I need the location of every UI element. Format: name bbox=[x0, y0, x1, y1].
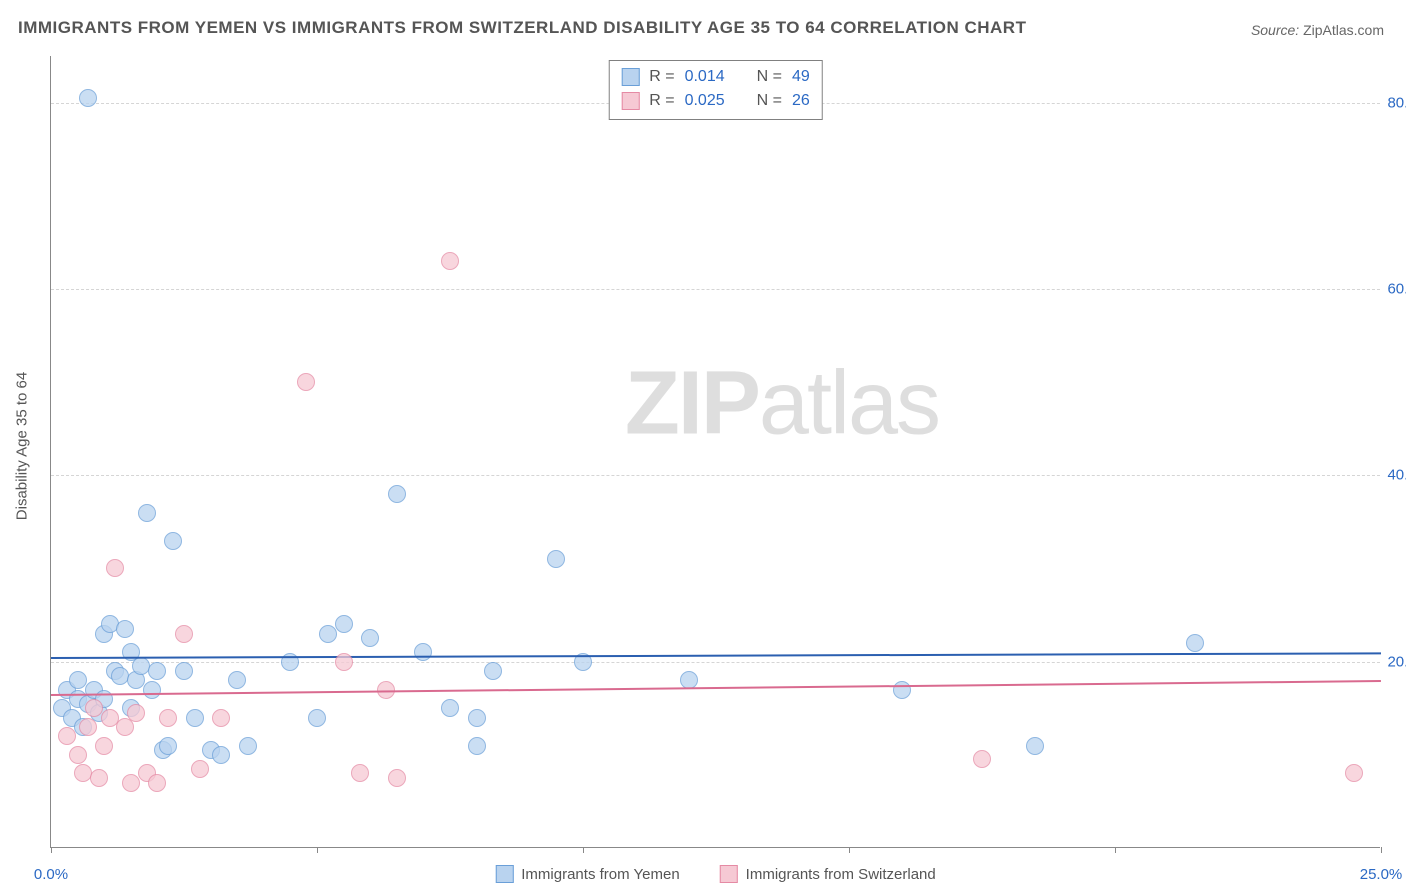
data-point bbox=[468, 709, 486, 727]
r-value: 0.014 bbox=[685, 65, 725, 89]
data-point bbox=[547, 550, 565, 568]
legend-stat-row: R = 0.014 N = 49 bbox=[621, 65, 810, 89]
grid-line bbox=[51, 475, 1380, 476]
n-value: 49 bbox=[792, 65, 810, 89]
data-point bbox=[388, 485, 406, 503]
r-label: R = bbox=[649, 89, 674, 113]
legend-item: Immigrants from Switzerland bbox=[720, 865, 936, 883]
source-attribution: Source: ZipAtlas.com bbox=[1251, 22, 1384, 38]
data-point bbox=[159, 709, 177, 727]
data-point bbox=[319, 625, 337, 643]
legend-swatch bbox=[720, 865, 738, 883]
trend-line bbox=[51, 652, 1381, 659]
data-point bbox=[1186, 634, 1204, 652]
y-axis-title: Disability Age 35 to 64 bbox=[14, 372, 31, 520]
data-point bbox=[1026, 737, 1044, 755]
legend-swatch bbox=[621, 68, 639, 86]
data-point bbox=[175, 625, 193, 643]
chart-title: IMMIGRANTS FROM YEMEN VS IMMIGRANTS FROM… bbox=[18, 18, 1026, 38]
x-tick bbox=[1115, 847, 1116, 853]
legend-swatch bbox=[495, 865, 513, 883]
data-point bbox=[191, 760, 209, 778]
x-tick bbox=[317, 847, 318, 853]
data-point bbox=[484, 662, 502, 680]
data-point bbox=[116, 620, 134, 638]
data-point bbox=[95, 737, 113, 755]
legend-stats: R = 0.014 N = 49 R = 0.025 N = 26 bbox=[608, 60, 823, 120]
legend-item: Immigrants from Yemen bbox=[495, 865, 679, 883]
legend-stat-row: R = 0.025 N = 26 bbox=[621, 89, 810, 113]
r-value: 0.025 bbox=[685, 89, 725, 113]
data-point bbox=[90, 769, 108, 787]
data-point bbox=[351, 764, 369, 782]
trend-line bbox=[51, 680, 1381, 696]
data-point bbox=[212, 709, 230, 727]
data-point bbox=[127, 704, 145, 722]
data-point bbox=[335, 653, 353, 671]
x-tick bbox=[1381, 847, 1382, 853]
data-point bbox=[58, 727, 76, 745]
x-tick bbox=[51, 847, 52, 853]
source-label: Source: bbox=[1251, 22, 1299, 38]
data-point bbox=[308, 709, 326, 727]
data-point bbox=[893, 681, 911, 699]
r-label: R = bbox=[649, 65, 674, 89]
n-label: N = bbox=[757, 65, 782, 89]
scatter-plot: ZIPatlas 20.0%40.0%60.0%80.0%0.0%25.0% R… bbox=[50, 56, 1380, 848]
data-point bbox=[239, 737, 257, 755]
y-tick-label: 60.0% bbox=[1384, 280, 1406, 297]
plot-inner: 20.0%40.0%60.0%80.0%0.0%25.0% bbox=[51, 56, 1380, 847]
n-value: 26 bbox=[792, 89, 810, 113]
data-point bbox=[143, 681, 161, 699]
data-point bbox=[148, 662, 166, 680]
x-tick bbox=[583, 847, 584, 853]
x-tick-label: 25.0% bbox=[1360, 866, 1403, 883]
data-point bbox=[228, 671, 246, 689]
data-point bbox=[164, 532, 182, 550]
data-point bbox=[148, 774, 166, 792]
data-point bbox=[106, 559, 124, 577]
legend-swatch bbox=[621, 92, 639, 110]
data-point bbox=[468, 737, 486, 755]
data-point bbox=[159, 737, 177, 755]
x-tick-label: 0.0% bbox=[34, 866, 68, 883]
n-label: N = bbox=[757, 89, 782, 113]
x-tick bbox=[849, 847, 850, 853]
data-point bbox=[441, 252, 459, 270]
data-point bbox=[122, 774, 140, 792]
data-point bbox=[1345, 764, 1363, 782]
data-point bbox=[441, 699, 459, 717]
data-point bbox=[69, 746, 87, 764]
data-point bbox=[973, 750, 991, 768]
data-point bbox=[414, 643, 432, 661]
grid-line bbox=[51, 289, 1380, 290]
source-value: ZipAtlas.com bbox=[1303, 22, 1384, 38]
data-point bbox=[79, 89, 97, 107]
data-point bbox=[138, 504, 156, 522]
y-tick-label: 20.0% bbox=[1384, 653, 1406, 670]
data-point bbox=[212, 746, 230, 764]
data-point bbox=[79, 718, 97, 736]
y-tick-label: 80.0% bbox=[1384, 94, 1406, 111]
data-point bbox=[175, 662, 193, 680]
data-point bbox=[335, 615, 353, 633]
legend-label: Immigrants from Switzerland bbox=[746, 866, 936, 883]
data-point bbox=[186, 709, 204, 727]
data-point bbox=[297, 373, 315, 391]
data-point bbox=[361, 629, 379, 647]
grid-line bbox=[51, 662, 1380, 663]
legend-label: Immigrants from Yemen bbox=[521, 866, 679, 883]
y-tick-label: 40.0% bbox=[1384, 467, 1406, 484]
data-point bbox=[388, 769, 406, 787]
legend-series: Immigrants from Yemen Immigrants from Swi… bbox=[495, 865, 935, 883]
